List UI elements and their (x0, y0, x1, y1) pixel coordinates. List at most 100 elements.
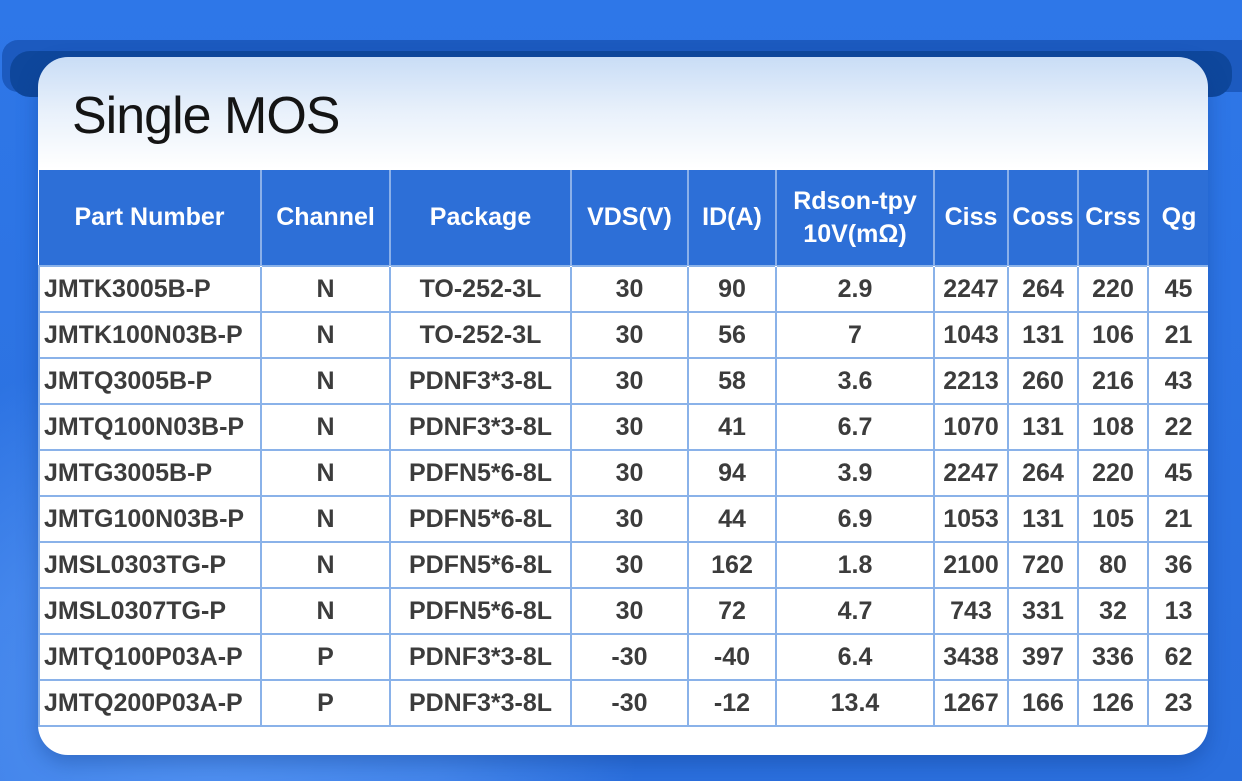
table-cell: 22 (1147, 403, 1208, 451)
table-cell: 44 (687, 495, 777, 543)
table-cell: 105 (1077, 495, 1149, 543)
table-cell: 260 (1007, 357, 1079, 405)
table-cell: JMTQ100N03B-P (38, 403, 262, 451)
table-cell: 1053 (933, 495, 1009, 543)
table-row: JMTG3005B-P N PDFN5*6-8L 30 94 3.9 2247 264 220 4… (38, 449, 1208, 497)
table-cell: 397 (1007, 633, 1079, 681)
table-cell: 41 (687, 403, 777, 451)
table-cell: 6.9 (775, 495, 935, 543)
table-cell: JMTG3005B-P (38, 449, 262, 497)
table-cell: 3.6 (775, 357, 935, 405)
table-row: JMTQ200P03A-P P PDNF3*3-8L -30 -12 13.4 1267 16… (38, 679, 1208, 727)
table-cell: P (260, 679, 391, 727)
table-cell: N (260, 265, 391, 313)
table-cell: 30 (570, 449, 689, 497)
table-row: JMTK3005B-P N TO-252-3L 30 90 2.9 2247 264 220 45 (38, 265, 1208, 313)
table-cell: -12 (687, 679, 777, 727)
column-header: VDS(V) (570, 170, 688, 266)
table-cell: PDNF3*3-8L (389, 633, 572, 681)
table-cell: 45 (1147, 449, 1208, 497)
content-card: Single MOS Part Number Channel Package VDS(… (38, 57, 1208, 755)
table-cell: JMTG100N03B-P (38, 495, 262, 543)
table-cell: N (260, 495, 391, 543)
table-cell: 720 (1007, 541, 1079, 589)
table-header-row: Part Number Channel Package VDS(V) ID(A) Rdso… (39, 170, 1208, 266)
table-cell: 4.7 (775, 587, 935, 635)
table-cell: 90 (687, 265, 777, 313)
table-cell: 108 (1077, 403, 1149, 451)
table-row: JMTQ3005B-P N PDNF3*3-8L 30 58 3.6 2213 260 216 4… (38, 357, 1208, 405)
table-cell: 216 (1077, 357, 1149, 405)
table-cell: 131 (1007, 311, 1079, 359)
table-cell: TO-252-3L (389, 265, 572, 313)
table-cell: -40 (687, 633, 777, 681)
column-header: Crss (1077, 170, 1148, 266)
table-cell: 1.8 (775, 541, 935, 589)
table-cell: 32 (1077, 587, 1149, 635)
table-cell: 2247 (933, 265, 1009, 313)
table-cell: JMTQ100P03A-P (38, 633, 262, 681)
table-cell: 30 (570, 311, 689, 359)
table-body: JMTK3005B-P N TO-252-3L 30 90 2.9 2247 264 220 45… (38, 265, 1208, 727)
column-header: ID(A) (687, 170, 776, 266)
table-cell: 80 (1077, 541, 1149, 589)
table-cell: 7 (775, 311, 935, 359)
table-cell: JMTQ3005B-P (38, 357, 262, 405)
table-cell: TO-252-3L (389, 311, 572, 359)
table-cell: N (260, 357, 391, 405)
table-cell: 220 (1077, 449, 1149, 497)
table-header: Part Number Channel Package VDS(V) ID(A) Rdso… (39, 170, 1208, 266)
table-cell: -30 (570, 679, 689, 727)
table-cell: 13.4 (775, 679, 935, 727)
column-header: Coss (1007, 170, 1078, 266)
table-cell: 2100 (933, 541, 1009, 589)
table-row: JMSL0303TG-P N PDFN5*6-8L 30 162 1.8 2100 720 80… (38, 541, 1208, 589)
table-cell: 264 (1007, 449, 1079, 497)
table-row: JMTK100N03B-P N TO-252-3L 30 56 7 1043 131 106 21 (38, 311, 1208, 359)
column-header: Channel (260, 170, 390, 266)
table-cell: 23 (1147, 679, 1208, 727)
table-cell: PDFN5*6-8L (389, 541, 572, 589)
table-cell: 30 (570, 587, 689, 635)
table-cell: 72 (687, 587, 777, 635)
table-cell: JMSL0303TG-P (38, 541, 262, 589)
column-header: Ciss (933, 170, 1008, 266)
table-cell: PDFN5*6-8L (389, 495, 572, 543)
table-cell: JMTK100N03B-P (38, 311, 262, 359)
table-cell: 331 (1007, 587, 1079, 635)
table-cell: 1267 (933, 679, 1009, 727)
table-cell: 1070 (933, 403, 1009, 451)
table-cell: 743 (933, 587, 1009, 635)
table-cell: P (260, 633, 391, 681)
table-cell: N (260, 311, 391, 359)
table-cell: 43 (1147, 357, 1208, 405)
table-cell: 3.9 (775, 449, 935, 497)
table-row: JMTG100N03B-P N PDFN5*6-8L 30 44 6.9 1053 131 10… (38, 495, 1208, 543)
table-cell: 13 (1147, 587, 1208, 635)
table-cell: 131 (1007, 495, 1079, 543)
table-cell: N (260, 587, 391, 635)
table-cell: 126 (1077, 679, 1149, 727)
mosfet-spec-table: Part Number Channel Package VDS(V) ID(A) Rdso… (38, 170, 1208, 727)
table-cell: 30 (570, 403, 689, 451)
column-header: Rdson-tpy 10V(mΩ) (775, 170, 934, 266)
table-cell: PDNF3*3-8L (389, 357, 572, 405)
table-cell: 45 (1147, 265, 1208, 313)
table-cell: 162 (687, 541, 777, 589)
table-cell: 6.4 (775, 633, 935, 681)
table-cell: 21 (1147, 495, 1208, 543)
table-cell: 336 (1077, 633, 1149, 681)
table-row: JMTQ100N03B-P N PDNF3*3-8L 30 41 6.7 1070 131 10… (38, 403, 1208, 451)
table-cell: 2247 (933, 449, 1009, 497)
column-header: Part Number (39, 170, 261, 266)
table-cell: 166 (1007, 679, 1079, 727)
table-cell: 30 (570, 541, 689, 589)
table-cell: JMSL0307TG-P (38, 587, 262, 635)
table-cell: 3438 (933, 633, 1009, 681)
table-cell: 21 (1147, 311, 1208, 359)
table-cell: PDFN5*6-8L (389, 587, 572, 635)
table-cell: 131 (1007, 403, 1079, 451)
table-cell: -30 (570, 633, 689, 681)
table-cell: 2.9 (775, 265, 935, 313)
table-cell: PDNF3*3-8L (389, 679, 572, 727)
